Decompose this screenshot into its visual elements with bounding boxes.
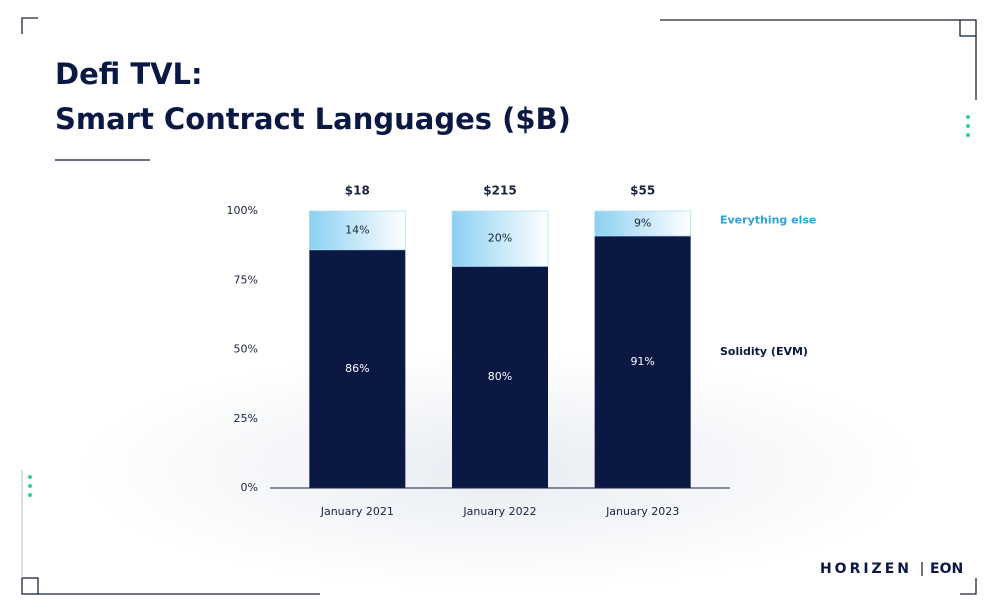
value-label: 86%: [345, 362, 369, 375]
value-label: 91%: [630, 355, 654, 368]
logo-product: EON: [930, 561, 963, 577]
bar-segment: [594, 210, 692, 237]
bar-segment: [451, 210, 549, 267]
y-tick-label: 0%: [241, 481, 258, 494]
total-label: $55: [630, 184, 655, 198]
y-tick-label: 25%: [234, 412, 258, 425]
y-tick-label: 75%: [234, 273, 258, 286]
bar-segment: [594, 235, 691, 488]
dots: [28, 115, 970, 497]
value-label: 9%: [634, 216, 651, 229]
logo: HORIZEN: [820, 561, 912, 577]
bar-segment: [309, 249, 406, 488]
chart-title: Smart Contract Languages ($B): [55, 102, 571, 136]
total-label: $215: [483, 184, 516, 198]
x-tick-label: January 2023: [605, 505, 679, 518]
frame: [21, 17, 977, 595]
value-label: 20%: [488, 232, 512, 245]
x-tick-label: January 2021: [320, 505, 394, 518]
total-label: $18: [345, 184, 370, 198]
y-tick-label: 100%: [227, 204, 258, 217]
legend-label: Solidity (EVM): [720, 345, 808, 358]
chart-title: Defi TVL:: [55, 57, 203, 91]
value-label: 80%: [488, 370, 512, 383]
legend-label: Everything else: [720, 213, 816, 226]
x-tick-label: January 2022: [462, 505, 536, 518]
bar-segment: [452, 266, 548, 488]
bar-segment: [308, 210, 406, 251]
value-label: 14%: [345, 223, 369, 236]
y-tick-label: 50%: [234, 343, 258, 356]
